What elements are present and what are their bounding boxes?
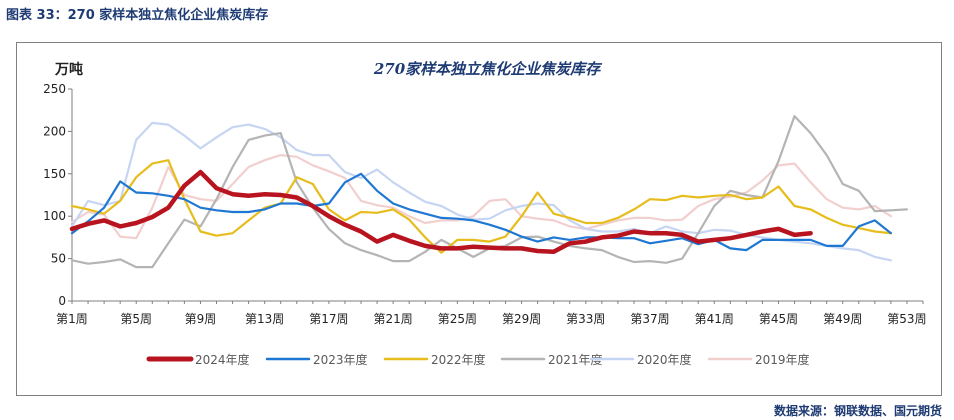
chart-title: 270家样本独立焦化企业焦炭库存 — [373, 60, 603, 78]
legend-label: 2022年度 — [431, 352, 486, 367]
x-tick-label: 第33周 — [566, 312, 605, 326]
series-line — [70, 121, 893, 262]
legend-label: 2019年度 — [755, 352, 810, 367]
x-tick-label: 第17周 — [309, 312, 348, 326]
y-tick-label: 50 — [51, 252, 66, 266]
figure-caption: 图表 33：270 家样本独立焦化企业焦炭库存 — [6, 8, 269, 23]
x-tick-label: 第1周 — [56, 312, 88, 326]
y-tick-label: 100 — [43, 209, 66, 223]
x-tick-label: 第41周 — [695, 312, 734, 326]
chart-frame: 270家样本独立焦化企业焦炭库存 万吨 0 50 100 150 200 250 第1周 第… — [16, 42, 942, 396]
source-note: 数据来源：钢联数据、国元期货 — [773, 404, 942, 418]
series-line — [70, 153, 893, 240]
x-tick-label: 第9周 — [185, 312, 217, 326]
y-tick-label: 0 — [58, 294, 66, 308]
y-tick-label: 250 — [43, 82, 66, 96]
legend-label: 2020年度 — [637, 352, 692, 367]
x-tick-label: 第45周 — [759, 312, 798, 326]
legend-label: 2023年度 — [313, 352, 368, 367]
legend-label: 2024年度 — [195, 352, 250, 367]
line-chart: 270家样本独立焦化企业焦炭库存 万吨 0 50 100 150 200 250 第1周 第… — [43, 60, 926, 367]
legend-label: 2021年度 — [548, 352, 603, 367]
y-tick-label: 200 — [43, 124, 66, 138]
x-tick-label: 第53周 — [887, 312, 926, 326]
x-tick-label: 第49周 — [823, 312, 862, 326]
series-line — [70, 172, 893, 252]
x-tick-label: 第13周 — [245, 312, 284, 326]
series-line — [69, 169, 813, 255]
x-tick-label: 第21周 — [373, 312, 412, 326]
x-tick-label: 第29周 — [502, 312, 541, 326]
x-tick-label: 第5周 — [120, 312, 152, 326]
y-axis-label: 万吨 — [54, 61, 83, 78]
x-tick-label: 第25周 — [438, 312, 477, 326]
y-tick-label: 150 — [43, 167, 66, 181]
series-line — [70, 159, 893, 254]
x-tick-label: 第37周 — [630, 312, 669, 326]
